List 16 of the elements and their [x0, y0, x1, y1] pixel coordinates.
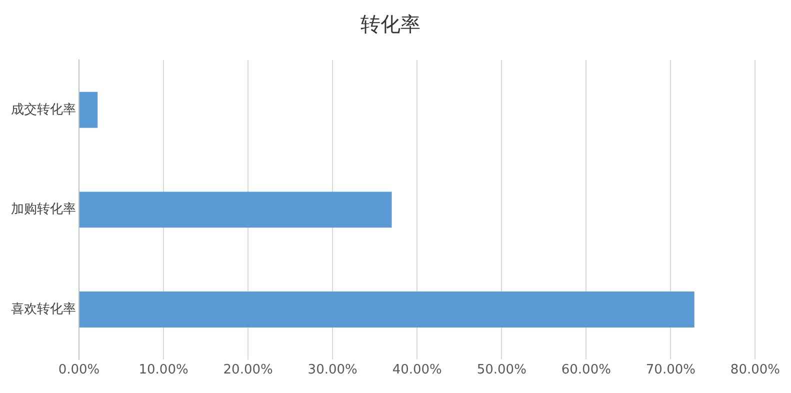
- x-tick-label: 60.00%: [561, 362, 611, 378]
- x-tick-label: 30.00%: [308, 362, 358, 378]
- x-tick-label: 0.00%: [58, 362, 100, 378]
- x-tick-label: 10.00%: [138, 362, 188, 378]
- y-tick-label: 成交转化率: [11, 101, 76, 118]
- bar: [80, 92, 98, 128]
- x-tick-label: 50.00%: [476, 362, 526, 378]
- y-tick-label: 喜欢转化率: [11, 300, 76, 317]
- x-tick-label: 70.00%: [646, 362, 696, 378]
- bar: [80, 292, 694, 328]
- x-tick-label: 80.00%: [730, 362, 780, 378]
- bar: [80, 192, 392, 228]
- chart-title: 转化率: [360, 12, 420, 36]
- y-tick-label: 加购转化率: [11, 201, 76, 218]
- x-tick-label: 20.00%: [223, 362, 273, 378]
- x-tick-label: 40.00%: [392, 362, 442, 378]
